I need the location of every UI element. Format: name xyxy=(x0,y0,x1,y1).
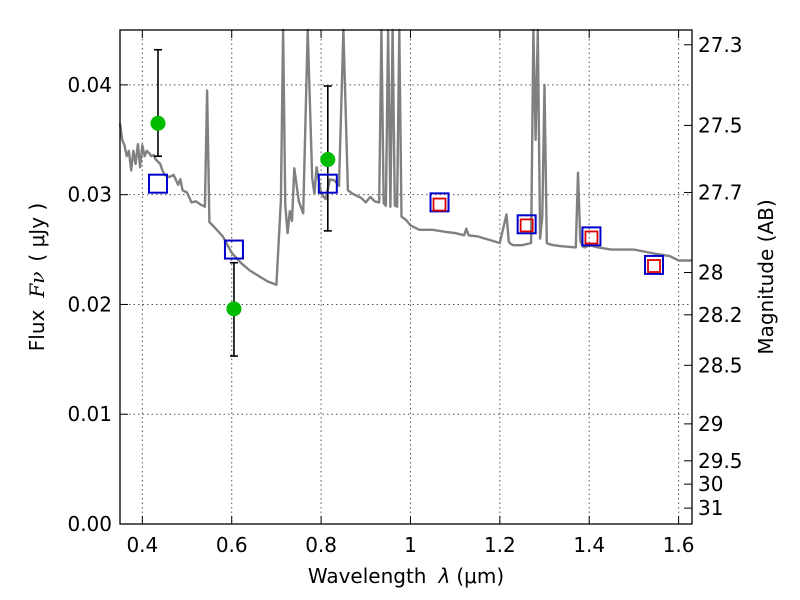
y-tick-label: 0.01 xyxy=(67,402,112,426)
model-band-square xyxy=(223,239,244,260)
mag-tick-label: 27.5 xyxy=(698,113,743,137)
model-band-square-small xyxy=(519,218,534,233)
model-band-square-small xyxy=(647,259,661,273)
y-axis-right-title: Magnitude (AB) xyxy=(754,199,778,354)
x-tick-label: 1.4 xyxy=(573,533,605,557)
photometry-point xyxy=(320,152,336,168)
grid-layer xyxy=(120,30,692,524)
x-tick-label: 0.6 xyxy=(216,533,248,557)
sed-model-line xyxy=(118,28,692,286)
mag-tick-label: 28.5 xyxy=(698,353,743,377)
x-axis-title: Wavelength λ (μm) xyxy=(308,564,504,588)
mag-tick-label: 27.7 xyxy=(698,180,743,204)
photometry-point xyxy=(150,115,166,131)
y-tick-label: 0.03 xyxy=(67,183,112,207)
model-band-square xyxy=(147,173,168,194)
y-axis-title: FluxFν( μJy ) xyxy=(25,203,49,351)
mag-tick-label: 28.2 xyxy=(698,303,743,327)
photometry-point xyxy=(226,301,242,317)
model-band-square xyxy=(644,254,665,275)
x-tick-label: 1 xyxy=(404,533,417,557)
x-tick-label: 0.8 xyxy=(305,533,337,557)
x-tick-label: 0.4 xyxy=(126,533,158,557)
y-tick-label: 0.04 xyxy=(67,73,112,97)
model-band-square xyxy=(317,173,338,194)
series-layer xyxy=(118,28,692,357)
model-band-square xyxy=(581,226,602,247)
mag-tick-label: 28 xyxy=(698,260,723,284)
y-tick-label: 0.02 xyxy=(67,292,112,316)
model-band-square xyxy=(516,214,537,235)
mag-tick-label: 30 xyxy=(698,472,723,496)
y-tick-label: 0.00 xyxy=(67,512,112,536)
model-band-square-small xyxy=(432,197,447,212)
tick-layer: 0.4 0.6 0.8 1 1.2 1.4 1.6 0.00 0.01 0.02 0.03 0.04 2… xyxy=(67,30,743,557)
model-band-square-small xyxy=(584,230,599,245)
mag-tick-label: 31 xyxy=(698,496,723,520)
x-tick-label: 1.2 xyxy=(484,533,516,557)
mag-tick-label: 29.5 xyxy=(698,449,743,473)
plot-frame xyxy=(119,29,693,525)
mag-tick-label: 27.3 xyxy=(698,33,743,57)
x-tick-label: 1.6 xyxy=(663,533,695,557)
mag-tick-label: 29 xyxy=(698,412,723,436)
